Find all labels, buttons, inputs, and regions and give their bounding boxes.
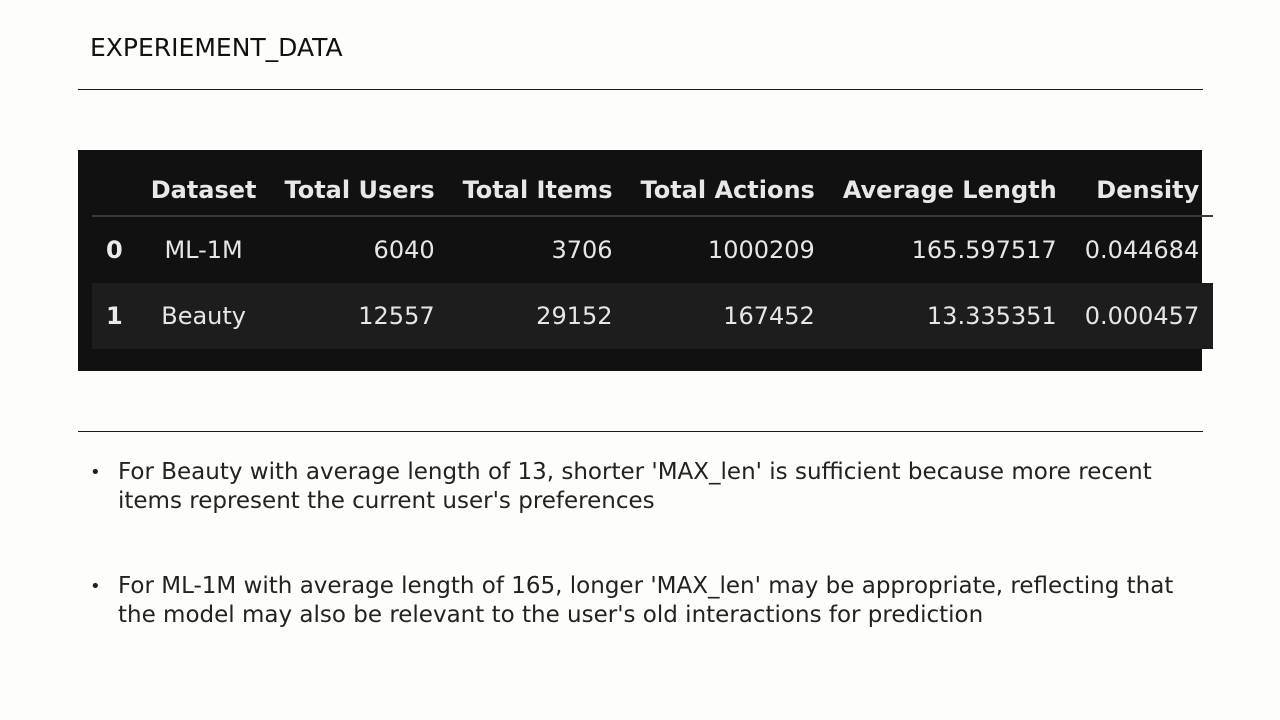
header-density: Density — [1070, 164, 1214, 217]
header-average-length: Average Length — [828, 164, 1071, 217]
cell-total-items: 3706 — [551, 236, 613, 264]
top-divider — [78, 89, 1203, 90]
cell-average-length: 13.335351 — [828, 283, 1071, 349]
table-header-row: Dataset Total Users Total Items Total Ac… — [92, 164, 1214, 217]
header-dataset: Dataset — [136, 164, 271, 217]
cell-dataset: Beauty — [136, 283, 271, 349]
cell-dataset: ML-1M — [164, 236, 243, 264]
cell-average-length: 165.597517 — [911, 236, 1057, 264]
list-item: • For ML-1M with average length of 165, … — [90, 572, 1200, 630]
header-total-users: Total Users — [270, 164, 449, 217]
bullet-text: For ML-1M with average length of 165, lo… — [118, 573, 1174, 628]
cell-total-actions: 1000209 — [707, 236, 815, 264]
cell-total-items: 29152 — [448, 283, 627, 349]
table-row: 1 Beauty 12557 29152 167452 13.335351 0.… — [92, 283, 1214, 349]
cell-total-actions: 167452 — [626, 283, 829, 349]
header-total-actions: Total Actions — [626, 164, 829, 217]
dataframe-output-panel: Dataset Total Users Total Items Total Ac… — [78, 150, 1214, 371]
row-index: 0 — [106, 236, 123, 264]
bottom-divider — [78, 431, 1203, 432]
cell-density: 0.000457 — [1070, 283, 1214, 349]
list-item: • For Beauty with average length of 13, … — [90, 458, 1200, 516]
header-total-items: Total Items — [448, 164, 627, 217]
dataset-stats-table: Dataset Total Users Total Items Total Ac… — [92, 164, 1214, 349]
bullet-icon: • — [90, 576, 101, 597]
table-row: 0 ML-1M 6040 3706 1000209 165.597517 0.0… — [92, 216, 1213, 283]
bullet-icon: • — [90, 462, 101, 483]
findings-list: • For Beauty with average length of 13, … — [90, 458, 1200, 630]
row-index: 1 — [92, 283, 137, 349]
slide-title: EXPERIEMENT_DATA — [90, 33, 343, 62]
cell-density: 0.044684 — [1084, 236, 1200, 264]
cell-total-users: 6040 — [373, 236, 435, 264]
cell-total-users: 12557 — [270, 283, 449, 349]
header-index — [92, 164, 137, 217]
bullet-text: For Beauty with average length of 13, sh… — [118, 459, 1152, 514]
